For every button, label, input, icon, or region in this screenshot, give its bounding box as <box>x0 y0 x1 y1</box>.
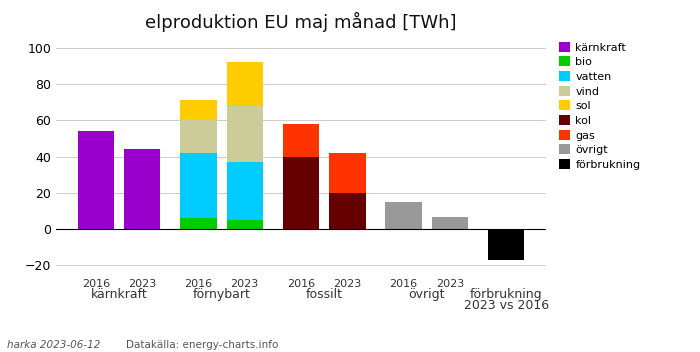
Bar <box>124 149 160 229</box>
Text: harka 2023-06-12: harka 2023-06-12 <box>7 340 100 351</box>
Bar <box>227 220 263 229</box>
Bar <box>283 157 319 229</box>
Title: elproduktion EU maj månad [TWh]: elproduktion EU maj månad [TWh] <box>146 12 456 32</box>
Bar <box>488 229 524 260</box>
Bar <box>432 216 468 229</box>
Bar <box>386 202 422 229</box>
Bar <box>329 153 365 193</box>
Bar <box>180 100 216 119</box>
Bar <box>329 193 365 229</box>
Bar <box>227 62 263 106</box>
Text: förnybart: förnybart <box>193 288 251 301</box>
Text: 2023 vs 2016: 2023 vs 2016 <box>463 299 549 312</box>
Text: kärnkraft: kärnkraft <box>90 288 147 301</box>
Bar <box>180 119 216 153</box>
Bar <box>283 124 319 157</box>
Bar <box>180 153 216 218</box>
Text: fossilt: fossilt <box>306 288 343 301</box>
Bar <box>227 162 263 220</box>
Bar <box>78 131 114 229</box>
Bar <box>227 106 263 162</box>
Bar <box>180 218 216 229</box>
Legend: kärnkraft, bio, vatten, vind, sol, kol, gas, övrigt, förbrukning: kärnkraft, bio, vatten, vind, sol, kol, … <box>556 39 643 172</box>
Text: övrigt: övrigt <box>409 288 445 301</box>
Text: förbrukning: förbrukning <box>470 288 542 301</box>
Text: Datakälla: energy-charts.info: Datakälla: energy-charts.info <box>126 340 279 351</box>
